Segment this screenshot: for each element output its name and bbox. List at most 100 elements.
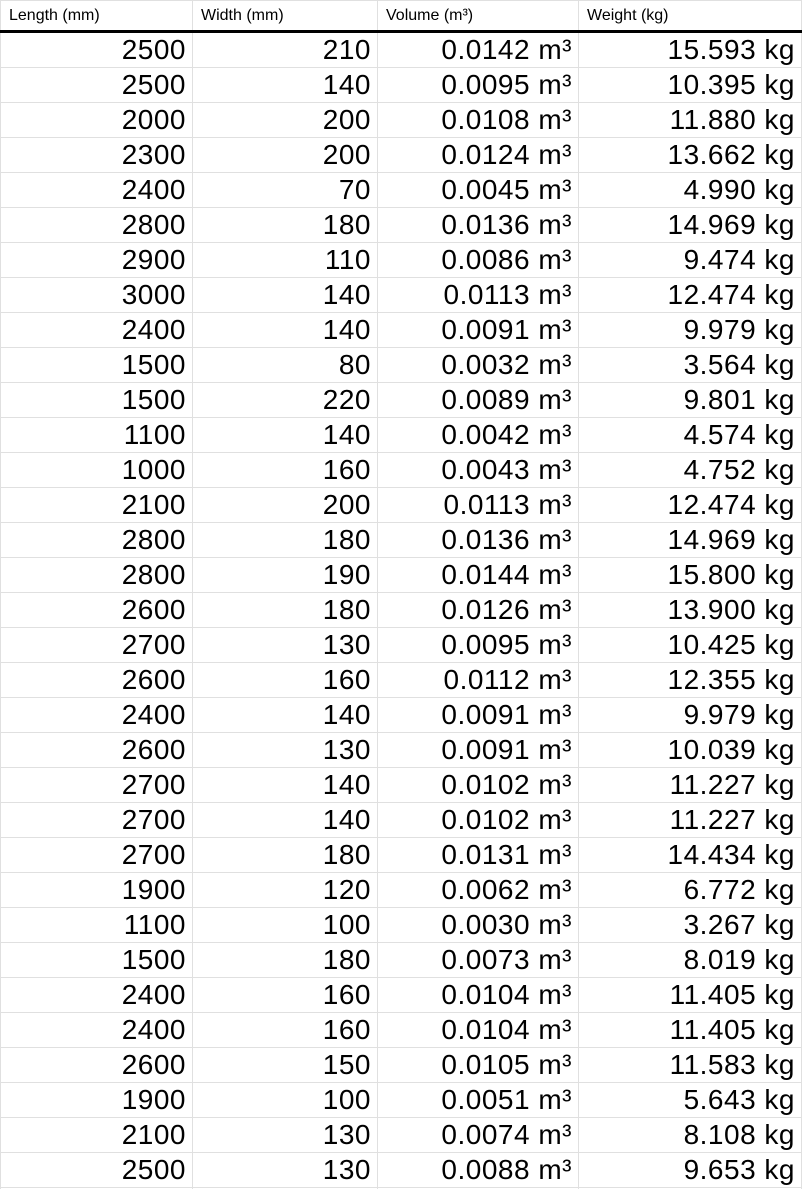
weight-cell[interactable]: 4.574 kg — [578, 417, 802, 453]
column-header-length[interactable]: Length (mm) — [0, 0, 193, 33]
volume-cell[interactable]: 0.0091 m³ — [377, 312, 579, 348]
volume-cell[interactable]: 0.0136 m³ — [377, 207, 579, 243]
weight-cell[interactable]: 3.267 kg — [578, 907, 802, 943]
weight-cell[interactable]: 13.900 kg — [578, 592, 802, 628]
width-cell[interactable]: 130 — [192, 1117, 378, 1153]
weight-cell[interactable]: 8.019 kg — [578, 942, 802, 978]
volume-cell[interactable]: 0.0030 m³ — [377, 907, 579, 943]
width-cell[interactable]: 180 — [192, 207, 378, 243]
length-cell[interactable]: 2700 — [0, 837, 193, 873]
volume-cell[interactable]: 0.0091 m³ — [377, 697, 579, 733]
length-cell[interactable]: 2100 — [0, 1117, 193, 1153]
width-cell[interactable]: 220 — [192, 382, 378, 418]
length-cell[interactable]: 1900 — [0, 1082, 193, 1118]
width-cell[interactable]: 70 — [192, 172, 378, 208]
volume-cell[interactable]: 0.0108 m³ — [377, 102, 579, 138]
length-cell[interactable]: 1500 — [0, 347, 193, 383]
length-cell[interactable]: 2700 — [0, 767, 193, 803]
weight-cell[interactable]: 13.662 kg — [578, 137, 802, 173]
length-cell[interactable]: 3000 — [0, 277, 193, 313]
width-cell[interactable]: 180 — [192, 942, 378, 978]
length-cell[interactable]: 2400 — [0, 172, 193, 208]
volume-cell[interactable]: 0.0086 m³ — [377, 242, 579, 278]
width-cell[interactable]: 190 — [192, 557, 378, 593]
width-cell[interactable]: 160 — [192, 452, 378, 488]
width-cell[interactable]: 100 — [192, 907, 378, 943]
length-cell[interactable]: 2500 — [0, 1152, 193, 1188]
weight-cell[interactable]: 14.969 kg — [578, 522, 802, 558]
length-cell[interactable]: 2700 — [0, 802, 193, 838]
width-cell[interactable]: 140 — [192, 417, 378, 453]
volume-cell[interactable]: 0.0105 m³ — [377, 1047, 579, 1083]
length-cell[interactable]: 2600 — [0, 1047, 193, 1083]
width-cell[interactable]: 140 — [192, 802, 378, 838]
volume-cell[interactable]: 0.0045 m³ — [377, 172, 579, 208]
weight-cell[interactable]: 11.227 kg — [578, 802, 802, 838]
length-cell[interactable]: 2800 — [0, 557, 193, 593]
weight-cell[interactable]: 10.039 kg — [578, 732, 802, 768]
length-cell[interactable]: 2400 — [0, 697, 193, 733]
weight-cell[interactable]: 11.583 kg — [578, 1047, 802, 1083]
width-cell[interactable]: 160 — [192, 662, 378, 698]
weight-cell[interactable]: 15.800 kg — [578, 557, 802, 593]
weight-cell[interactable]: 10.395 kg — [578, 67, 802, 103]
weight-cell[interactable]: 11.227 kg — [578, 767, 802, 803]
volume-cell[interactable]: 0.0113 m³ — [377, 277, 579, 313]
length-cell[interactable]: 2500 — [0, 67, 193, 103]
width-cell[interactable]: 110 — [192, 242, 378, 278]
weight-cell[interactable]: 10.425 kg — [578, 627, 802, 663]
volume-cell[interactable]: 0.0126 m³ — [377, 592, 579, 628]
length-cell[interactable]: 2600 — [0, 662, 193, 698]
weight-cell[interactable]: 11.405 kg — [578, 1012, 802, 1048]
length-cell[interactable]: 2700 — [0, 627, 193, 663]
volume-cell[interactable]: 0.0102 m³ — [377, 767, 579, 803]
weight-cell[interactable]: 11.405 kg — [578, 977, 802, 1013]
length-cell[interactable]: 1500 — [0, 382, 193, 418]
width-cell[interactable]: 180 — [192, 837, 378, 873]
width-cell[interactable]: 140 — [192, 67, 378, 103]
column-header-volume[interactable]: Volume (m³) — [377, 0, 579, 33]
width-cell[interactable]: 210 — [192, 31, 378, 68]
weight-cell[interactable]: 9.801 kg — [578, 382, 802, 418]
length-cell[interactable]: 1500 — [0, 942, 193, 978]
volume-cell[interactable]: 0.0095 m³ — [377, 627, 579, 663]
weight-cell[interactable]: 11.880 kg — [578, 102, 802, 138]
weight-cell[interactable]: 4.752 kg — [578, 452, 802, 488]
width-cell[interactable]: 140 — [192, 277, 378, 313]
volume-cell[interactable]: 0.0144 m³ — [377, 557, 579, 593]
volume-cell[interactable]: 0.0062 m³ — [377, 872, 579, 908]
weight-cell[interactable] — [578, 1187, 802, 1189]
weight-cell[interactable]: 3.564 kg — [578, 347, 802, 383]
width-cell[interactable]: 180 — [192, 522, 378, 558]
weight-cell[interactable]: 5.643 kg — [578, 1082, 802, 1118]
volume-cell[interactable]: 0.0142 m³ — [377, 31, 579, 68]
weight-cell[interactable]: 12.474 kg — [578, 487, 802, 523]
weight-cell[interactable]: 12.474 kg — [578, 277, 802, 313]
length-cell[interactable]: 2900 — [0, 242, 193, 278]
width-cell[interactable]: 180 — [192, 592, 378, 628]
length-cell[interactable]: 2600 — [0, 592, 193, 628]
volume-cell[interactable]: 0.0043 m³ — [377, 452, 579, 488]
width-cell[interactable]: 140 — [192, 767, 378, 803]
volume-cell[interactable]: 0.0124 m³ — [377, 137, 579, 173]
volume-cell[interactable]: 0.0095 m³ — [377, 67, 579, 103]
width-cell[interactable]: 160 — [192, 1012, 378, 1048]
length-cell[interactable]: 2300 — [0, 137, 193, 173]
weight-cell[interactable]: 14.434 kg — [578, 837, 802, 873]
volume-cell[interactable]: 0.0032 m³ — [377, 347, 579, 383]
length-cell[interactable]: 2600 — [0, 732, 193, 768]
volume-cell[interactable]: 0.0042 m³ — [377, 417, 579, 453]
weight-cell[interactable]: 14.969 kg — [578, 207, 802, 243]
volume-cell[interactable]: 0.0102 m³ — [377, 802, 579, 838]
width-cell[interactable]: 130 — [192, 1152, 378, 1188]
width-cell[interactable]: 80 — [192, 347, 378, 383]
weight-cell[interactable]: 6.772 kg — [578, 872, 802, 908]
volume-cell[interactable]: 0.0131 m³ — [377, 837, 579, 873]
width-cell[interactable]: 160 — [192, 977, 378, 1013]
volume-cell[interactable]: 0.0089 m³ — [377, 382, 579, 418]
weight-cell[interactable]: 9.979 kg — [578, 697, 802, 733]
length-cell[interactable]: 2000 — [0, 102, 193, 138]
weight-cell[interactable]: 15.593 kg — [578, 31, 802, 68]
weight-cell[interactable]: 9.979 kg — [578, 312, 802, 348]
volume-cell[interactable]: 0.0091 m³ — [377, 732, 579, 768]
